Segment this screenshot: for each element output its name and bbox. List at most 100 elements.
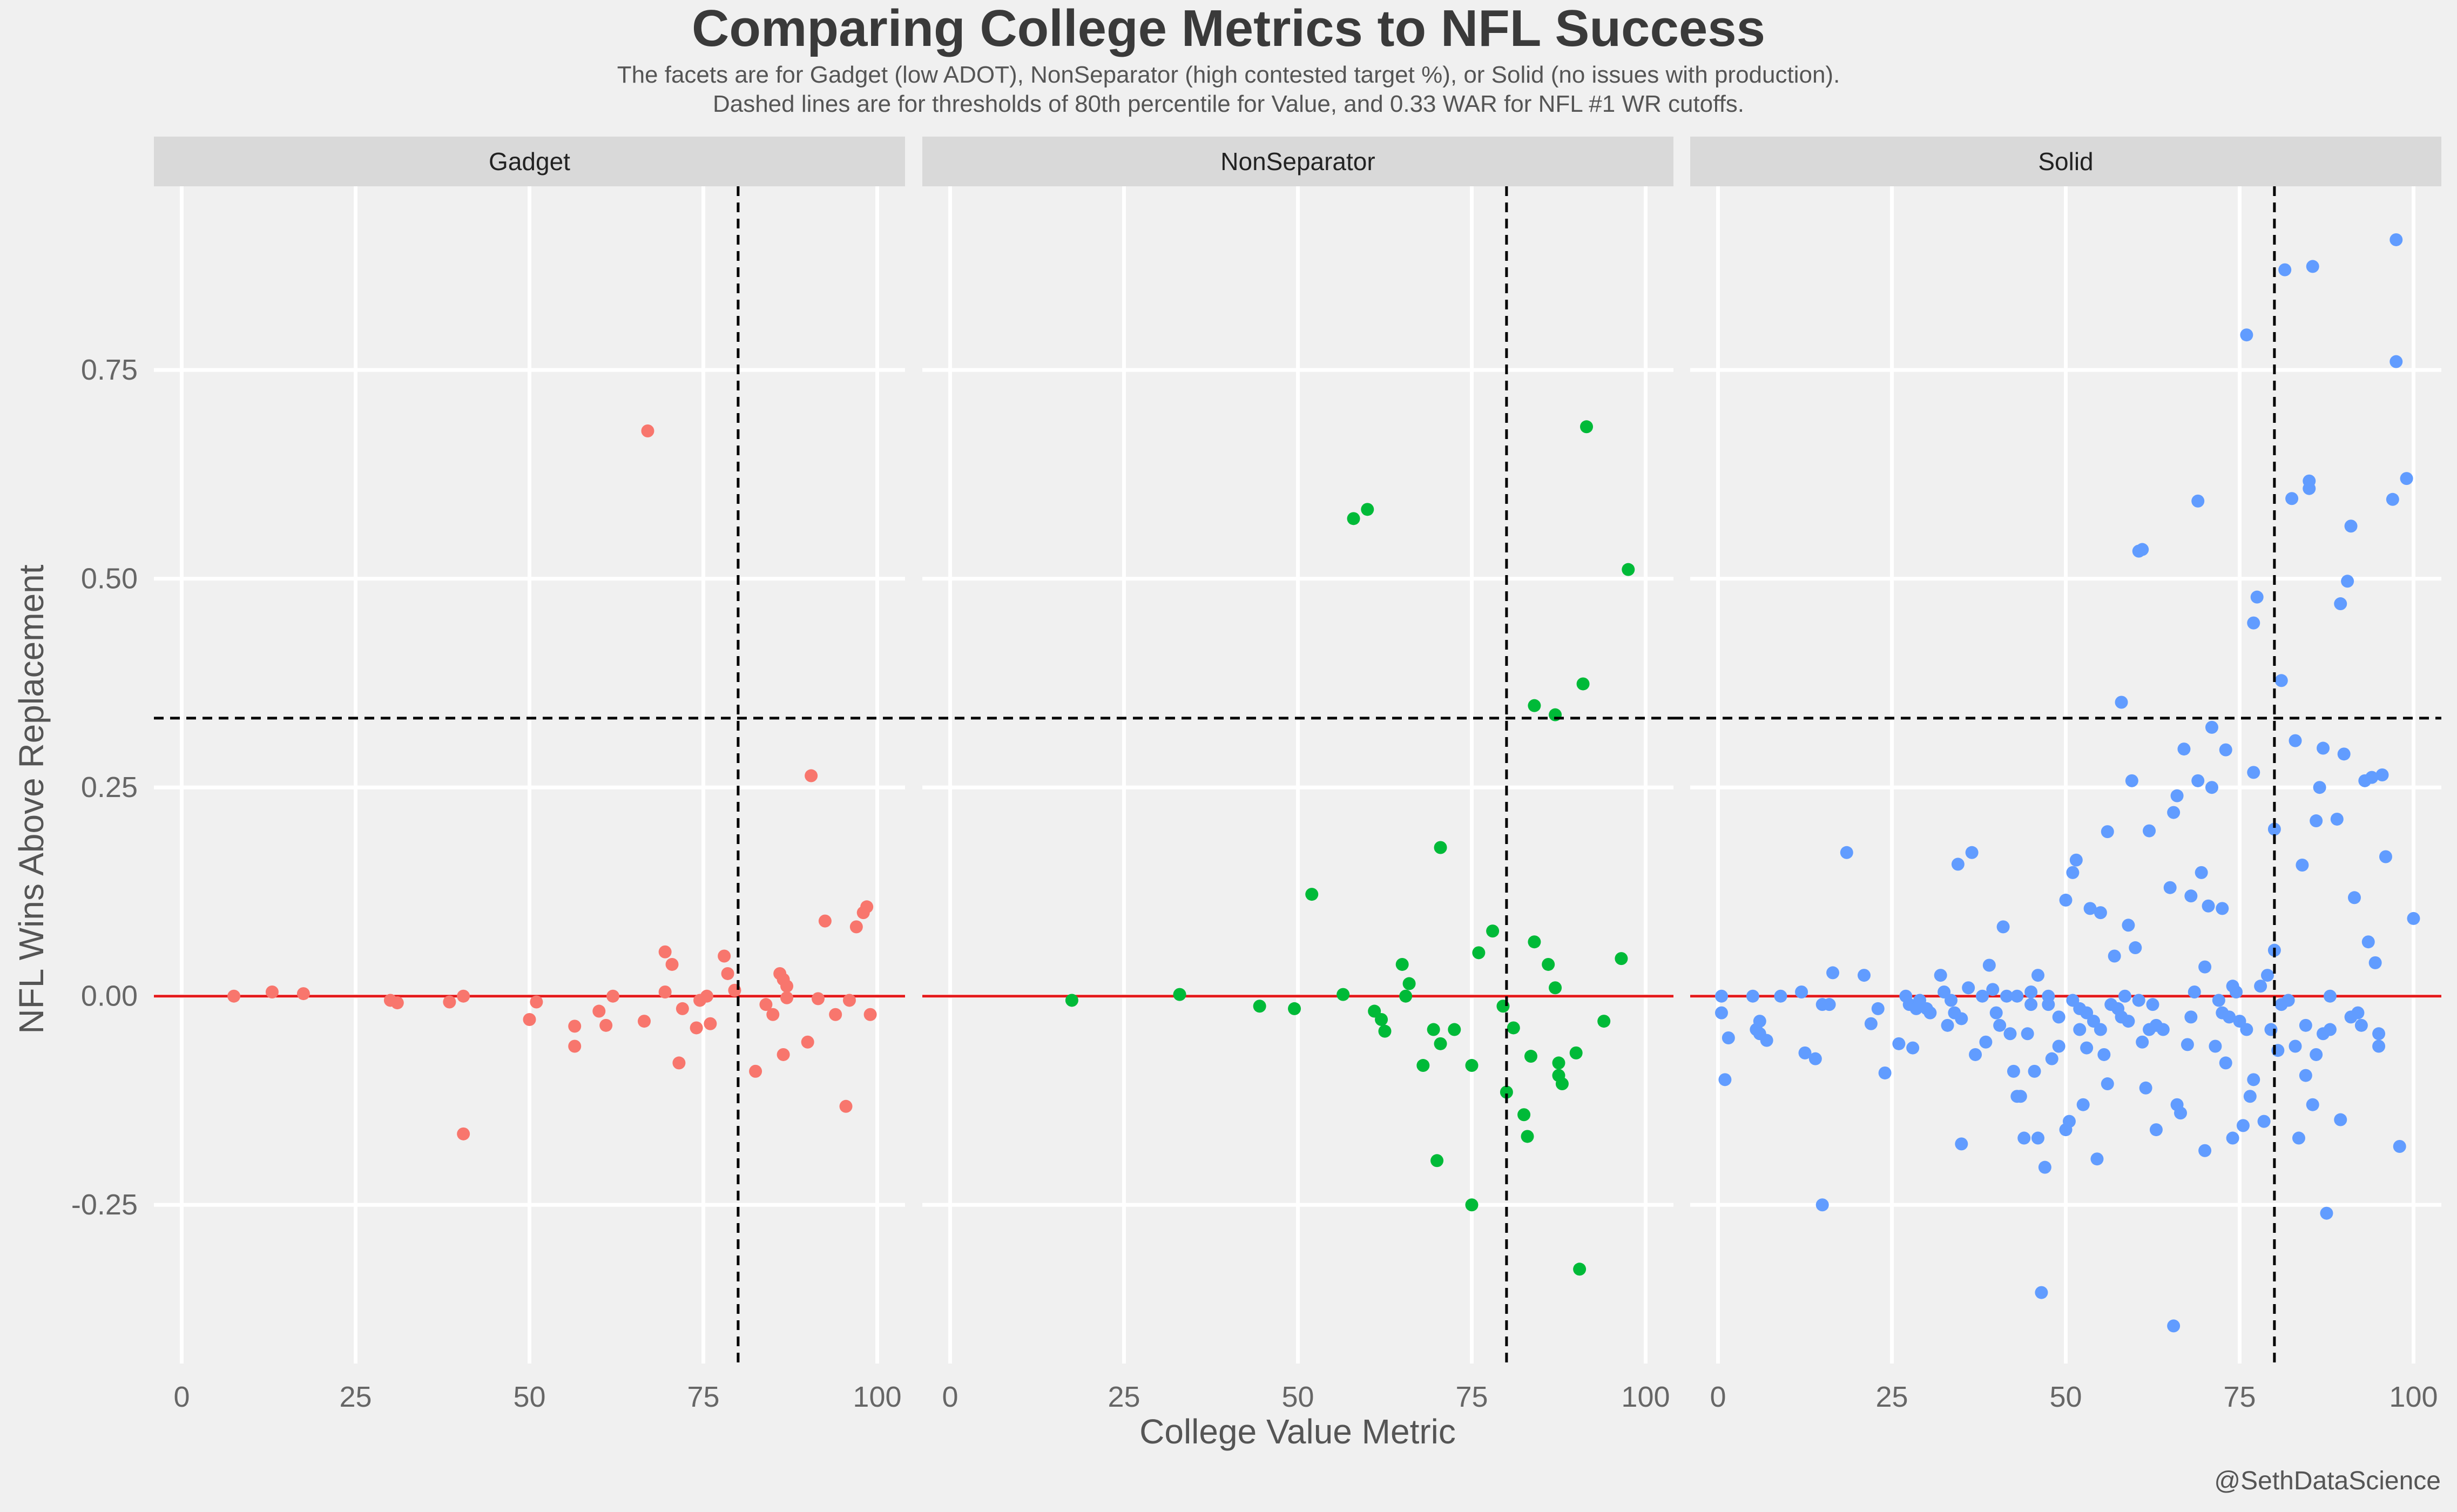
data-point <box>2094 1023 2107 1036</box>
data-point <box>676 1002 689 1015</box>
data-point <box>2278 263 2292 276</box>
data-point <box>2226 980 2239 993</box>
data-point <box>457 1127 470 1140</box>
data-point <box>1975 989 1989 1003</box>
data-point <box>2069 853 2083 867</box>
data-point <box>2317 741 2330 755</box>
data-point <box>1580 420 1594 434</box>
data-point <box>2341 575 2354 588</box>
x-tick-label: 25 <box>339 1381 372 1413</box>
data-point <box>721 967 734 980</box>
data-point <box>1878 1066 1892 1079</box>
data-point <box>1173 988 1186 1001</box>
data-point <box>2024 985 2038 998</box>
data-point <box>2348 891 2361 905</box>
data-point <box>1965 846 1979 859</box>
data-point <box>1808 1052 1822 1065</box>
data-point <box>672 1056 686 1070</box>
data-point <box>1517 1108 1531 1122</box>
x-tick-label: 100 <box>2389 1381 2438 1413</box>
data-point <box>1934 969 1947 982</box>
data-point <box>443 995 456 1009</box>
facet-strip-label: Solid <box>2038 147 2093 176</box>
data-point <box>2167 806 2181 819</box>
data-point <box>1521 1130 1534 1143</box>
data-point <box>1798 1046 1812 1059</box>
data-point <box>2024 998 2038 1011</box>
data-point <box>1472 946 1486 960</box>
data-point <box>2146 998 2159 1011</box>
data-point <box>2108 949 2121 963</box>
data-point <box>1951 858 1965 871</box>
data-point <box>2274 674 2288 687</box>
data-point <box>568 1040 582 1053</box>
data-point <box>1434 1037 1447 1050</box>
data-point <box>1714 989 1728 1003</box>
data-point <box>1955 1012 1968 1025</box>
data-point <box>592 1004 606 1018</box>
data-point <box>1486 924 1500 938</box>
data-point <box>1993 1018 2007 1032</box>
data-point <box>1615 952 1628 966</box>
data-point <box>2073 1023 2087 1036</box>
data-point <box>1465 1198 1479 1212</box>
data-point <box>1402 977 1416 990</box>
data-point <box>2323 989 2337 1003</box>
data-point <box>1753 1015 1766 1028</box>
data-point <box>1986 983 2000 996</box>
data-point <box>2219 1056 2232 1070</box>
data-point <box>2372 1027 2386 1041</box>
data-point <box>2390 233 2403 246</box>
data-point <box>1962 981 1975 995</box>
data-point <box>1941 1018 1954 1032</box>
data-point <box>2310 814 2323 828</box>
data-point <box>2115 696 2128 709</box>
data-point <box>2240 328 2253 342</box>
data-point <box>2219 743 2232 757</box>
data-point <box>296 987 310 1001</box>
x-tick-label: 75 <box>687 1381 719 1413</box>
data-point <box>1795 985 1808 998</box>
data-point <box>777 1048 790 1061</box>
data-point <box>2028 1064 2041 1078</box>
y-tick-label: 0.25 <box>81 771 138 804</box>
chart-subtitle-line-2: Dashed lines are for thresholds of 80th … <box>713 91 1744 117</box>
x-axis-title: College Value Metric <box>1139 1412 1456 1451</box>
data-point <box>1448 1023 1461 1036</box>
data-point <box>690 1021 703 1035</box>
data-point <box>849 920 863 934</box>
chart-caption: @SethDataScience <box>2214 1467 2441 1495</box>
data-point <box>860 900 874 914</box>
data-point <box>2247 1073 2260 1086</box>
x-tick-label: 0 <box>173 1381 190 1413</box>
data-point <box>1823 998 1836 1011</box>
data-point <box>2205 781 2218 794</box>
data-point <box>1871 1002 1885 1015</box>
data-point <box>2035 1286 2048 1299</box>
data-point <box>2407 912 2420 925</box>
data-point <box>863 1008 877 1021</box>
data-point <box>1996 920 2010 934</box>
data-point <box>1906 1041 1920 1055</box>
data-point <box>1465 1059 1479 1072</box>
y-axis-title: NFL Wins Above Replacement <box>12 564 51 1034</box>
data-point <box>1305 888 1319 901</box>
data-point <box>1500 1085 1513 1099</box>
data-point <box>829 1008 842 1021</box>
data-point <box>1826 966 1840 980</box>
data-point <box>2094 906 2107 920</box>
data-point <box>2209 1040 2222 1053</box>
data-point <box>2292 1131 2305 1145</box>
data-point <box>2379 850 2392 863</box>
data-point <box>2216 902 2229 915</box>
data-point <box>1528 935 1541 949</box>
data-point <box>1955 1137 1968 1151</box>
data-point <box>1864 1017 1878 1030</box>
facet-panel-nonseparator: NonSeparator 0 25 50 75 100 <box>922 137 1673 1413</box>
data-point <box>2059 893 2073 907</box>
data-point <box>2156 1023 2170 1036</box>
data-point <box>1944 994 1958 1007</box>
